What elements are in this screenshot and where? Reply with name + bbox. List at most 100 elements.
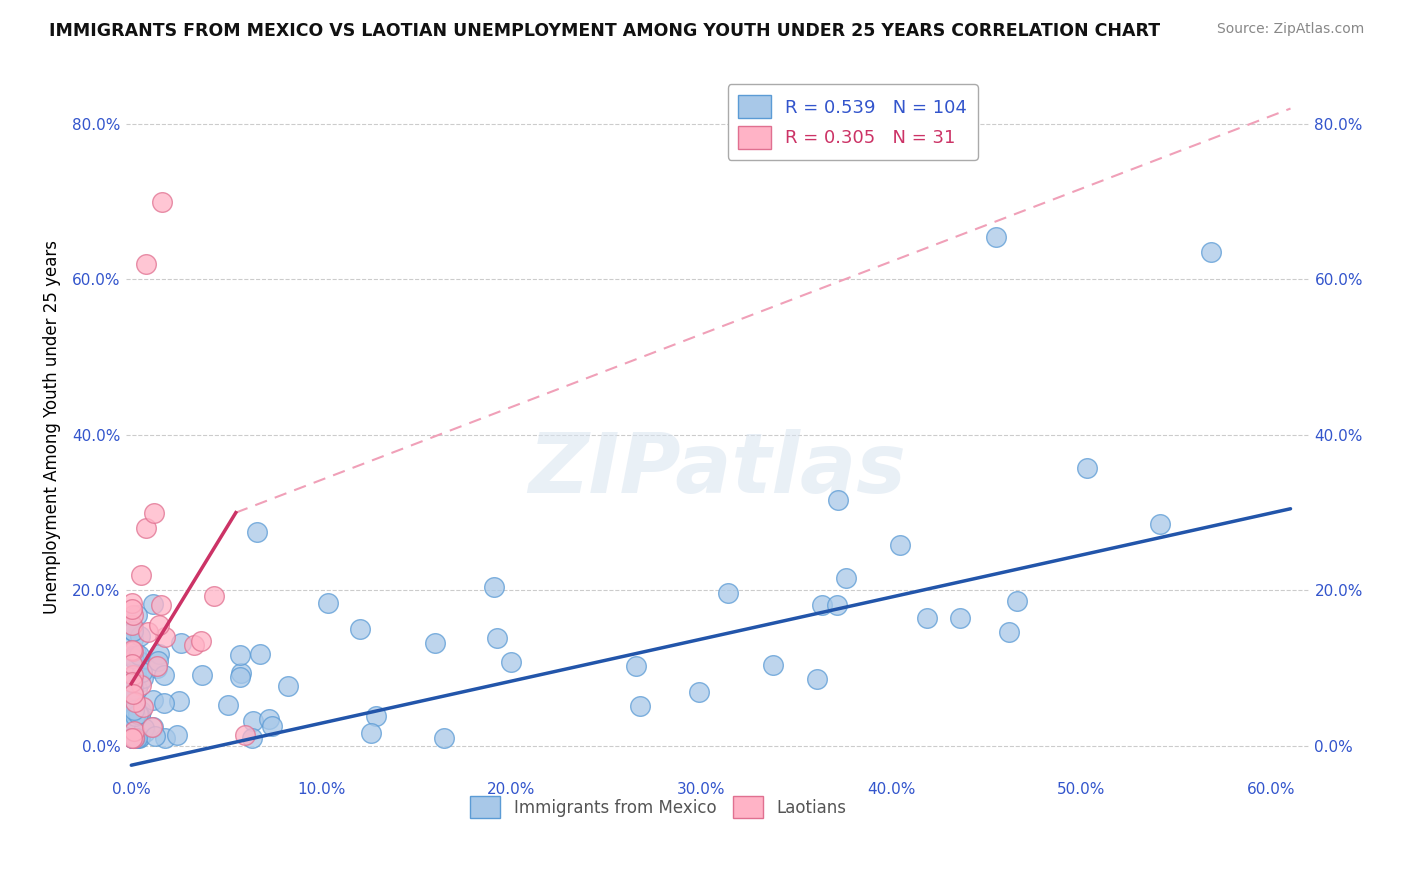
Point [122, 698, 145, 712]
Point [149, 599, 172, 613]
Point [122, 685, 145, 699]
Point [122, 620, 145, 634]
Point [233, 728, 256, 742]
Point [835, 571, 858, 585]
Point [129, 678, 152, 692]
Point [125, 731, 148, 745]
Point [889, 538, 911, 552]
Point [122, 712, 145, 726]
Text: Source: ZipAtlas.com: Source: ZipAtlas.com [1216, 22, 1364, 37]
Point [125, 665, 148, 679]
Point [132, 699, 155, 714]
Point [124, 696, 146, 710]
Point [1076, 461, 1098, 475]
Y-axis label: Unemployment Among Youth under 25 years: Unemployment Among Youth under 25 years [44, 240, 60, 615]
Point [1199, 245, 1222, 260]
Point [150, 194, 173, 209]
Point [122, 724, 145, 739]
Point [122, 731, 145, 745]
Point [485, 631, 508, 645]
Point [135, 521, 157, 535]
Point [122, 731, 145, 745]
Point [146, 661, 169, 675]
Point [122, 648, 145, 663]
Point [360, 725, 382, 739]
Point [122, 681, 145, 696]
Point [145, 658, 167, 673]
Point [122, 731, 145, 745]
Point [121, 618, 143, 632]
Point [122, 705, 145, 719]
Point [998, 624, 1021, 639]
Point [167, 693, 190, 707]
Point [122, 725, 145, 739]
Point [121, 642, 143, 657]
Point [152, 696, 174, 710]
Point [825, 598, 848, 612]
Point [129, 567, 152, 582]
Point [318, 596, 340, 610]
Point [134, 721, 156, 735]
Text: IMMIGRANTS FROM MEXICO VS LAOTIAN UNEMPLOYMENT AMONG YOUTH UNDER 25 YEARS CORREL: IMMIGRANTS FROM MEXICO VS LAOTIAN UNEMPL… [49, 22, 1160, 40]
Point [136, 625, 159, 640]
Point [153, 668, 176, 682]
Point [122, 651, 145, 665]
Point [124, 731, 146, 745]
Point [125, 731, 148, 745]
Point [277, 679, 299, 693]
Point [229, 670, 252, 684]
Point [121, 657, 143, 671]
Point [423, 636, 446, 650]
Point [141, 720, 163, 734]
Point [122, 731, 145, 745]
Point [688, 685, 710, 699]
Point [143, 729, 166, 743]
Point [125, 607, 148, 622]
Point [131, 665, 153, 680]
Point [124, 708, 146, 723]
Point [129, 629, 152, 643]
Point [122, 712, 145, 726]
Point [127, 706, 149, 721]
Point [148, 647, 170, 661]
Point [121, 602, 143, 616]
Point [148, 654, 170, 668]
Point [124, 731, 146, 745]
Point [949, 611, 972, 625]
Point [125, 646, 148, 660]
Point [827, 493, 849, 508]
Point [1005, 594, 1028, 608]
Point [433, 731, 456, 745]
Point [262, 719, 284, 733]
Point [128, 731, 150, 745]
Point [191, 668, 214, 682]
Point [122, 731, 145, 745]
Point [202, 589, 225, 603]
Point [806, 672, 828, 686]
Point [240, 731, 263, 745]
Point [122, 708, 145, 723]
Point [349, 622, 371, 636]
Point [183, 638, 205, 652]
Point [122, 701, 145, 715]
Point [143, 506, 166, 520]
Point [129, 674, 152, 689]
Point [129, 704, 152, 718]
Point [169, 636, 191, 650]
Point [124, 703, 146, 717]
Point [135, 257, 157, 271]
Point [717, 586, 740, 600]
Point [142, 597, 165, 611]
Point [245, 524, 267, 539]
Point [811, 598, 834, 612]
Point [121, 596, 143, 610]
Text: ZIPatlas: ZIPatlas [529, 429, 907, 509]
Point [121, 668, 143, 682]
Point [364, 709, 387, 723]
Point [122, 687, 145, 701]
Point [242, 714, 264, 729]
Point [628, 699, 651, 714]
Point [482, 580, 505, 594]
Point [217, 698, 239, 712]
Point [762, 658, 785, 673]
